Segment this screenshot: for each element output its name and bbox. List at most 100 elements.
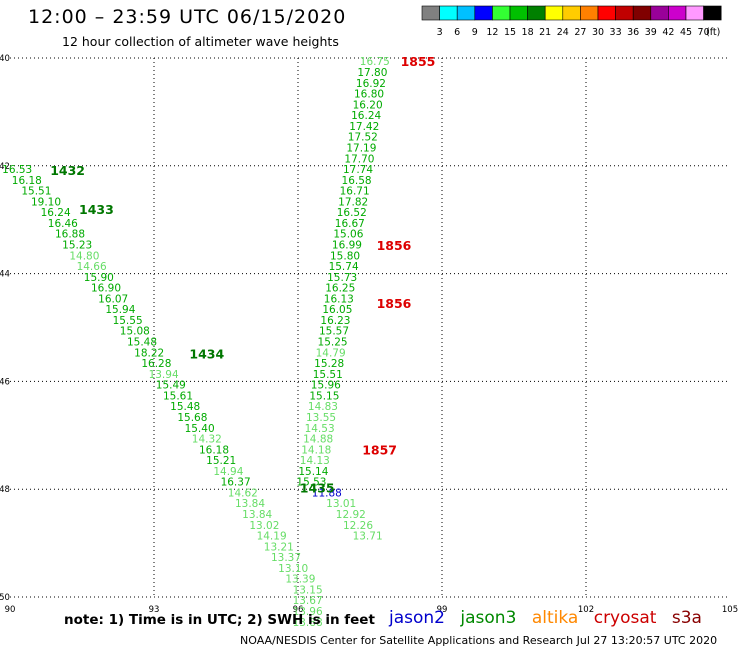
chart-subtitle: 12 hour collection of altimeter wave hei… [62,34,339,49]
x-tick-label: 105 [722,605,738,615]
swh-value-label: 14.83 [308,401,338,413]
time-label: 1856 [377,296,412,311]
swh-value-label: 16.37 [221,477,251,489]
swh-value-label: 16.07 [98,293,128,305]
swh-value-label: 15.74 [329,261,359,273]
swh-value-label: 13.21 [264,541,294,553]
colorbar-label: 18 [522,27,534,38]
colorbar-label: 9 [472,27,478,38]
swh-value-label: 16.24 [41,207,71,219]
swh-value-label: 15.14 [298,466,328,478]
swh-value-label: 16.99 [332,239,362,251]
swh-value-label: 15.94 [105,304,135,316]
swh-value-label: 15.49 [156,380,186,392]
colorbar-label: 30 [592,27,604,38]
colorbar-label: 36 [627,27,639,38]
swh-value-label: 13.71 [353,531,383,543]
swh-value-label: 17.19 [346,142,376,154]
swh-value-label: 13.96 [293,606,323,618]
swh-value-label: 15.40 [185,423,215,435]
satellite-jason2: jason2 [389,608,445,628]
time-label: 1857 [362,442,397,457]
swh-value-label: 16.24 [351,110,381,122]
swh-value-label: 15.55 [113,315,143,327]
swh-value-label: 12.92 [336,509,366,521]
colorbar-unit: (ft) [706,27,720,38]
swh-value-label: 15.51 [21,186,51,198]
time-label: 1432 [50,163,85,178]
swh-value-label: 16.13 [324,293,354,305]
time-label: 1856 [377,238,412,253]
colorbar-swatch [703,5,722,21]
swh-value-label: 15.51 [313,369,343,381]
colorbar-label: 33 [610,27,622,38]
x-tick-label: 93 [149,605,160,615]
swh-value-label: 16.52 [337,207,367,219]
swh-value-label: 14.88 [303,434,333,446]
swh-value-label: 13.88 [293,617,323,629]
swh-value-label: 14.79 [316,347,346,359]
swh-value-label: 14.62 [228,487,258,499]
swh-value-label: 16.25 [325,283,355,295]
time-label: 1434 [189,346,224,361]
swh-value-label: 13.39 [285,574,315,586]
colorbar-label: 39 [645,27,657,38]
swh-value-label: 11.88 [312,487,342,499]
swh-value-label: 15.57 [319,326,349,338]
swh-value-label: 15.06 [333,229,363,241]
colorbar-label: 70 [698,27,710,38]
y-tick-label: -50 [0,593,10,603]
swh-value-label: 15.23 [62,239,92,251]
time-label: 1433 [79,202,114,217]
colorbar-label: 21 [539,27,551,38]
swh-value-label: 14.53 [305,423,335,435]
y-tick-label: -44 [0,270,10,280]
swh-value-label: 15.53 [296,477,326,489]
swh-value-label: 16.28 [141,358,171,370]
colorbar-label: 15 [504,27,516,38]
swh-value-label: 15.28 [314,358,344,370]
swh-value-label: 14.19 [257,531,287,543]
colorbar-label: 6 [454,27,460,38]
swh-value-label: 13.10 [278,563,308,575]
swh-value-label: 15.48 [127,337,157,349]
time-label: 1435 [300,481,335,496]
time-label: 1855 [401,54,436,69]
swh-value-label: 13.84 [235,498,265,510]
swh-value-label: 17.70 [344,153,374,165]
swh-value-label: 14.32 [192,434,222,446]
swh-value-label: 15.21 [206,455,236,467]
swh-value-label: 17.74 [343,164,373,176]
swh-value-label: 15.08 [120,326,150,338]
colorbar-label: 27 [574,27,586,38]
swh-value-label: 13.84 [242,509,272,521]
colorbar-label: 3 [437,27,443,38]
swh-value-label: 14.80 [69,250,99,262]
swh-value-label: 15.25 [318,337,348,349]
swh-value-label: 16.88 [55,229,85,241]
swh-value-label: 13.67 [293,595,323,607]
swh-value-label: 16.20 [353,99,383,111]
swh-value-label: 16.80 [354,89,384,101]
y-tick-label: -46 [0,377,10,387]
swh-value-label: 17.80 [357,67,387,79]
swh-value-label: 15.68 [177,412,207,424]
swh-value-label: 15.73 [327,272,357,284]
swh-value-label: 13.02 [249,520,279,532]
y-tick-label: -40 [0,54,10,64]
swh-value-label: 17.42 [349,121,379,133]
swh-value-label: 13.01 [326,498,356,510]
colorbar-label: 45 [680,27,692,38]
swh-value-label: 15.61 [163,390,193,402]
satellite-jason3: jason3 [460,608,517,628]
swh-value-label: 14.94 [213,466,243,478]
swh-value-label: 17.82 [338,196,368,208]
swh-value-label: 16.90 [91,283,121,295]
swh-value-label: 16.67 [335,218,365,230]
colorbar-label: 42 [662,27,674,38]
x-tick-label: 90 [5,605,16,615]
swh-value-label: 16.18 [12,175,42,187]
swh-value-label: 16.23 [320,315,350,327]
swh-value-label: 15.80 [330,250,360,262]
